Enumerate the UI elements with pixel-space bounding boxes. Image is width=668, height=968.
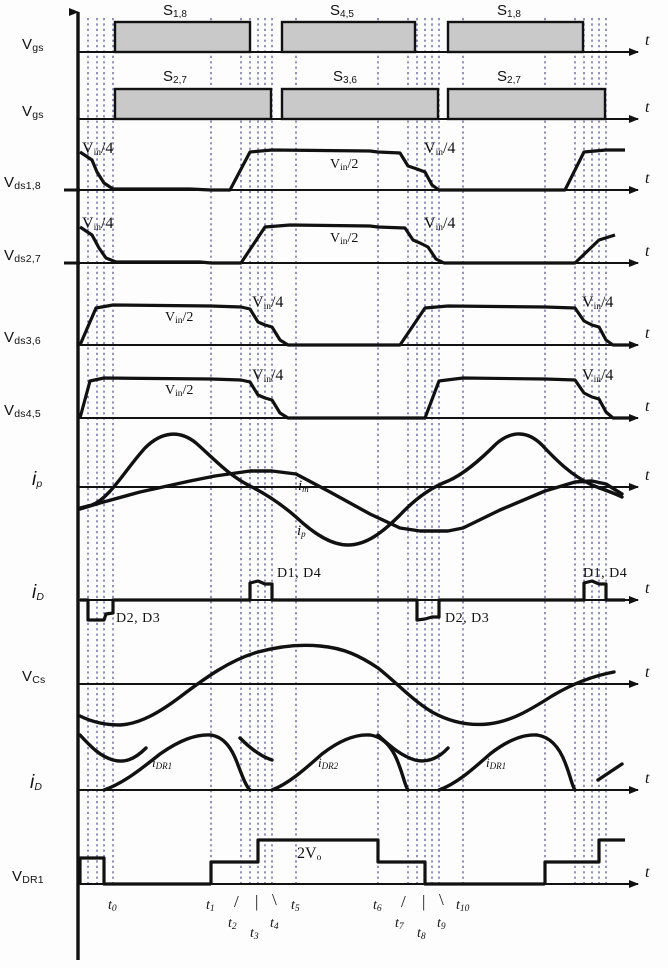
curve-label-im: im	[298, 478, 309, 494]
annotation-vin-quarter-vds36-a: Vin/4	[252, 294, 284, 312]
time-marker-t6: t6	[373, 898, 382, 914]
ylabel-vds36: Vds3,6	[4, 329, 41, 347]
annotation-two-vo: 2Vo	[297, 845, 322, 863]
time-marker-t10: t10	[456, 898, 470, 914]
annotation-vin-half-vds18: Vin/2	[330, 157, 359, 173]
time-marker-t5: t5	[291, 898, 300, 914]
time-guide-lines	[87, 18, 607, 886]
switch-label-s45: S4,5	[330, 2, 354, 20]
vds36-waveform	[78, 303, 630, 347]
time-marker-t2: t2	[228, 916, 237, 932]
ylabel-id-rect: iD	[30, 772, 43, 793]
annotation-vin-quarter-vds27-a: Vin/4	[82, 215, 114, 233]
ylabel-vgs-2: Vgs	[22, 103, 44, 121]
switch-label-s18-b: S1,8	[497, 2, 521, 20]
ylabel-vds27: Vds2,7	[4, 247, 41, 265]
axis-ticks	[64, 188, 80, 265]
vcs-waveform	[78, 643, 616, 727]
t-axis-label-2: t	[645, 99, 650, 116]
time-marker-t0: t0	[108, 898, 117, 914]
ylabel-vcs: VCs	[22, 668, 46, 686]
t-axis-label-10: t	[645, 770, 650, 787]
annotation-vin-quarter-vds45-a: Vin/4	[252, 367, 284, 385]
vgs-row2-pulses	[113, 87, 607, 121]
t-axis-label-11: t	[645, 864, 650, 881]
time-marker-t4: t4	[270, 916, 279, 932]
time-marker-t3: t3	[250, 926, 259, 942]
ylabel-vds18: Vds1,8	[4, 174, 41, 192]
switch-label-s36: S3,6	[333, 68, 357, 86]
tick-slash-5: |	[422, 892, 426, 911]
annotation-vin-quarter-vds45-b: Vin/4	[582, 367, 614, 385]
t-axis-label-6: t	[645, 398, 650, 415]
ylabel-vds45: Vds4,5	[4, 402, 41, 420]
t-axis-label-7: t	[645, 467, 650, 484]
diode-label-d1d4-b: D1, D4	[583, 566, 628, 581]
tick-slash-2: |	[255, 892, 259, 911]
vds18-waveform	[79, 148, 625, 192]
annotation-vin-quarter-vds18-a: Vin/4	[82, 140, 114, 158]
annotation-vin-half-vds27: Vin/2	[330, 231, 359, 247]
im-magnetizing-curve	[78, 469, 624, 533]
annotation-vin-half-vds36: Vin/2	[165, 310, 194, 326]
annotation-vin-quarter-vds27-b: Vin/4	[424, 215, 456, 233]
annotation-vin-quarter-vds36-b: Vin/4	[582, 294, 614, 312]
diode-label-d1d4-a: D1, D4	[277, 566, 322, 581]
vds27-waveform	[79, 223, 616, 265]
switch-label-s27-a: S2,7	[163, 68, 187, 86]
annotation-vin-half-vds45: Vin/2	[165, 383, 194, 399]
curve-label-idr1-a: iDR1	[152, 755, 173, 771]
t-axis-label-8: t	[645, 580, 650, 597]
tick-slash-3: \	[272, 890, 277, 909]
tick-slash-4: /	[401, 892, 406, 911]
ylabel-ip: ip	[32, 469, 43, 490]
ylabel-vdr1: VDR1	[12, 868, 44, 886]
curve-label-idr2: iDR2	[318, 755, 339, 771]
time-marker-t1: t1	[206, 898, 215, 914]
idr-rectifier-currents	[78, 733, 624, 792]
t-axis-label-9: t	[645, 664, 650, 681]
diode-label-d2d3-b: D2, D3	[445, 611, 490, 626]
ylabel-vgs-1: Vgs	[22, 36, 44, 54]
t-axis-label-5: t	[645, 325, 650, 342]
switch-label-s27-b: S2,7	[497, 68, 521, 86]
ip-resonant-curve	[78, 432, 624, 547]
time-marker-t9: t9	[437, 916, 446, 932]
curve-label-idr1-b: iDR1	[486, 755, 507, 771]
switch-label-s18-a: S1,8	[163, 2, 187, 20]
vds45-waveform	[78, 376, 632, 420]
time-marker-t7: t7	[395, 916, 404, 932]
tick-slash-1: /	[234, 892, 239, 911]
curve-label-ip: ip	[297, 523, 306, 539]
diode-label-d2d3-a: D2, D3	[116, 611, 161, 626]
annotation-vin-quarter-vds18-b: Vin/4	[424, 140, 456, 158]
vdr1-staircase	[78, 838, 625, 886]
t-axis-label-1: t	[645, 32, 650, 49]
t-axis-label-3: t	[645, 170, 650, 187]
time-marker-t8: t8	[417, 926, 426, 942]
t-axis-label-4: t	[645, 243, 650, 260]
vgs-row1-pulses	[113, 20, 585, 54]
id-diode-pulses	[80, 579, 625, 622]
ylabel-id-diode: iD	[32, 582, 45, 603]
tick-slash-6: \	[439, 890, 444, 909]
